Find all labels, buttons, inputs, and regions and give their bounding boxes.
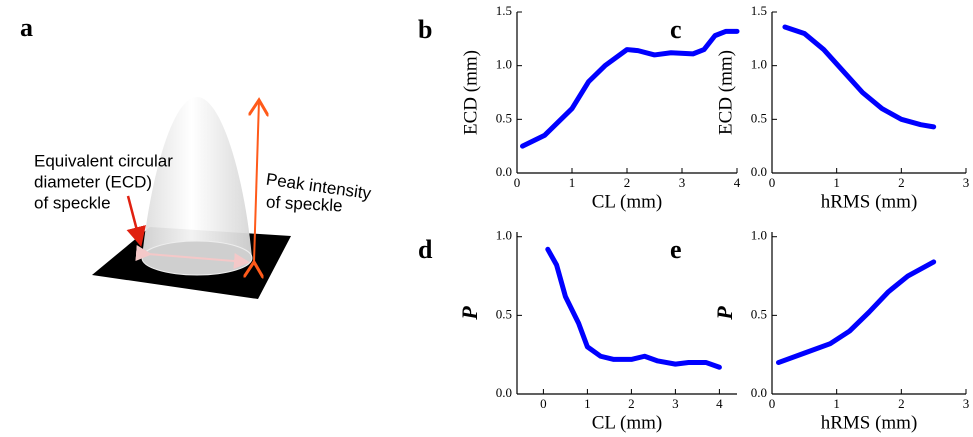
y-tick-label: 1.0: [496, 57, 512, 72]
y-tick-label: 0.0: [496, 385, 512, 400]
y-tick-label: 1.0: [496, 228, 512, 243]
data-line: [775, 259, 937, 366]
x-tick-label: 3: [679, 175, 686, 190]
panel-label: c: [670, 15, 682, 44]
y-tick-label: 1.5: [751, 3, 767, 18]
x-axis-label: hRMS (mm): [821, 191, 918, 212]
x-tick-label: 2: [898, 175, 905, 190]
annotation: of speckle: [34, 193, 111, 212]
data-line: [520, 28, 740, 149]
y-tick-label: 1.0: [751, 57, 767, 72]
x-tick-label: 2: [898, 396, 905, 411]
y-axis-label: ECD (mm): [460, 50, 481, 135]
y-tick-label: 0.0: [751, 164, 767, 179]
x-axis-label: hRMS (mm): [821, 412, 918, 433]
y-tick-label: 0.5: [496, 306, 512, 321]
y-tick-label: 0.0: [751, 385, 767, 400]
data-line: [782, 24, 937, 130]
ecd-pointer: [126, 195, 146, 247]
y-tick-label: 0.5: [496, 110, 512, 125]
y-tick-label: 0.5: [751, 306, 767, 321]
x-tick-label: 4: [716, 396, 723, 411]
panel-label: a: [20, 13, 33, 42]
x-tick-label: 2: [628, 396, 635, 411]
x-tick-label: 0: [769, 396, 776, 411]
x-tick-label: 3: [963, 396, 970, 411]
ecd-arrow: [135, 245, 250, 269]
annotation: Equivalent circular: [34, 151, 173, 170]
x-tick-label: 1: [584, 396, 591, 411]
x-tick-label: 1: [833, 396, 840, 411]
panel-label: b: [418, 15, 432, 44]
x-tick-label: 0: [540, 396, 547, 411]
y-tick-label: 0.0: [496, 164, 512, 179]
y-tick-label: 1.0: [751, 228, 767, 243]
x-tick-label: 3: [963, 175, 970, 190]
x-tick-label: 3: [672, 396, 679, 411]
panel-a: a Equivalent circular diameter (ECD) of …: [20, 13, 373, 299]
x-tick-label: 1: [833, 175, 840, 190]
x-tick-label: 0: [769, 175, 776, 190]
annotation: diameter (ECD): [34, 172, 152, 191]
x-axis-label: CL (mm): [592, 412, 663, 433]
data-line: [545, 246, 722, 370]
panel-label: e: [670, 235, 682, 264]
annotation: of speckle: [266, 192, 343, 215]
y-tick-label: 1.5: [496, 3, 512, 18]
y-tick-label: 0.5: [751, 110, 767, 125]
x-tick-label: 0: [514, 175, 521, 190]
x-tick-label: 2: [624, 175, 631, 190]
x-tick-label: 4: [734, 175, 741, 190]
y-axis-label: ECD (mm): [715, 50, 736, 135]
panel-label: d: [418, 235, 433, 264]
y-axis-label: P: [457, 306, 482, 321]
speckle-cone: [142, 97, 252, 258]
x-tick-label: 1: [569, 175, 576, 190]
peak-arrow: [254, 100, 259, 262]
x-axis-label: CL (mm): [592, 191, 663, 212]
y-axis-label: P: [712, 306, 737, 321]
